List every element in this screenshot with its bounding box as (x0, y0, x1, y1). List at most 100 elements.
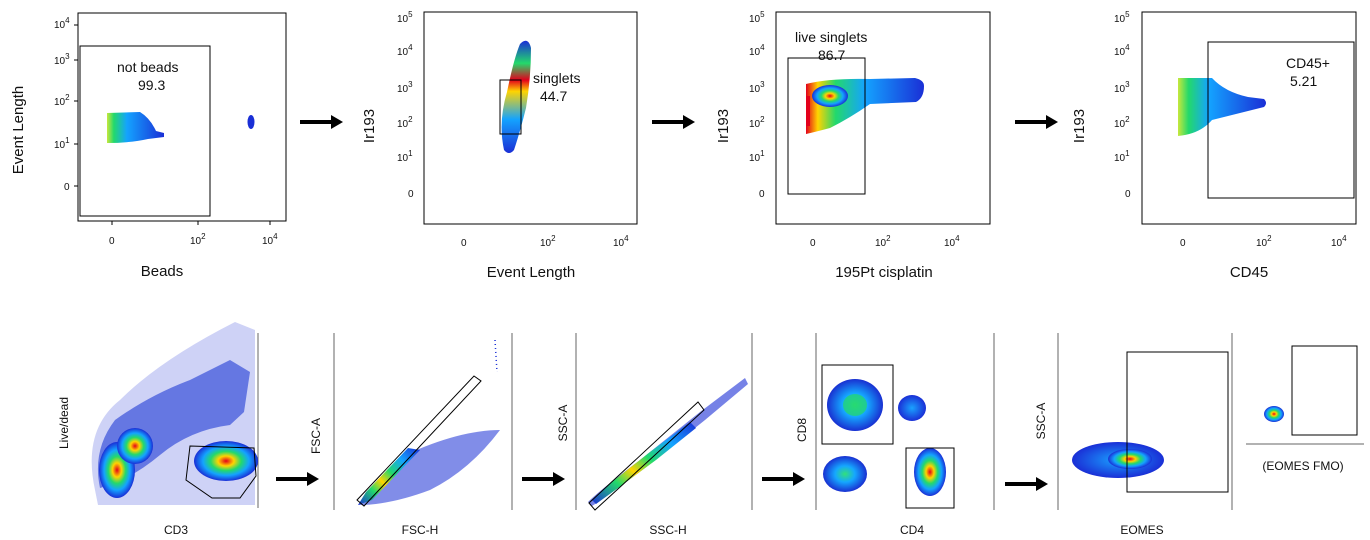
x-tick-1e2: 102 (540, 234, 556, 249)
gate-box (499, 79, 522, 135)
fmo-population (1264, 406, 1284, 422)
panel-10: (EOMES FMO) (1246, 345, 1364, 473)
cd8-core (843, 394, 867, 416)
plot-frame (775, 11, 991, 225)
x-tick-1e2: 102 (1256, 234, 1272, 249)
eomes-population (1108, 449, 1152, 469)
y-axis-title: Ir193 (715, 109, 732, 143)
gate-value: 86.7 (818, 47, 845, 63)
x-axis-title: EOMES (1120, 523, 1163, 537)
dense-population (117, 428, 153, 464)
y-tick-1e1: 101 (1114, 149, 1130, 164)
y-axis-title: CD8 (795, 418, 809, 442)
y-axis-title: Event Length (10, 86, 27, 174)
x-tick-labels: 0 102 104 (109, 232, 278, 247)
y-tick-1e5: 105 (397, 10, 413, 25)
gate-name: not beads (117, 59, 179, 75)
arrow-right-icon (522, 472, 565, 486)
gate-polygon (356, 375, 482, 507)
y-tick-1e1: 101 (54, 136, 70, 151)
x-tick-1e4: 104 (613, 234, 629, 249)
density-peak (812, 85, 848, 107)
panel-2: 105 104 103 102 101 0 0 102 104 singlets… (361, 10, 638, 281)
x-axis-title: Beads (141, 263, 184, 280)
cd4-gate (905, 447, 955, 509)
x-tick-0: 0 (1180, 238, 1186, 249)
x-tick-1e4: 104 (1331, 234, 1347, 249)
y-tick-1e4: 104 (1114, 43, 1130, 58)
gate-value: 44.7 (540, 88, 567, 104)
y-axis-title: SSC-A (556, 405, 570, 442)
y-tick-1e2: 102 (54, 93, 70, 108)
y-tick-1e3: 103 (397, 80, 413, 95)
dense-core (806, 96, 810, 126)
y-tick-1e1: 101 (749, 149, 765, 164)
panel-3: 105 104 103 102 101 0 0 102 104 live sin… (715, 10, 991, 281)
arrow-right-icon (300, 115, 343, 129)
y-axis-title: Ir193 (361, 109, 378, 143)
y-tick-1e2: 102 (1114, 115, 1130, 130)
arrow-right-icon (762, 472, 805, 486)
y-tick-1e4: 104 (397, 43, 413, 58)
y-tick-1e3: 103 (749, 80, 765, 95)
y-tick-labels: 105 104 103 102 101 0 (749, 10, 765, 200)
panel-5: CD3 Live/dead (57, 322, 259, 537)
y-tick-1e2: 102 (397, 115, 413, 130)
arrow-right-icon (652, 115, 695, 129)
cd8-gate (821, 364, 894, 445)
plot-frame (423, 11, 638, 225)
x-axis-title: SSC-H (649, 523, 686, 537)
x-axis-title: FSC-H (402, 523, 439, 537)
y-axis-title: SSC-A (1034, 403, 1048, 440)
x-tick-1e4: 104 (262, 232, 278, 247)
y-tick-1e5: 105 (749, 10, 765, 25)
y-tick-labels: 105 104 103 102 101 0 (397, 10, 414, 200)
panel-6: FSC-H FSC-A (309, 333, 513, 537)
y-axis-title: Ir193 (1071, 109, 1088, 143)
x-tick-1e4: 104 (944, 234, 960, 249)
gate-box (1207, 41, 1355, 199)
singlet-population (501, 40, 531, 153)
gate-name: CD45+ (1286, 55, 1330, 71)
gate-box (1291, 345, 1358, 436)
x-tick-labels: 0 102 104 (461, 234, 629, 249)
double-negative-population (823, 456, 867, 492)
panel-8: CD4 CD8 (795, 333, 995, 537)
gate-value: 99.3 (138, 77, 165, 93)
x-tick-1e2: 102 (875, 234, 891, 249)
cell-population (107, 112, 164, 143)
y-tick-labels: 105 104 103 102 101 0 (1114, 10, 1131, 200)
bead-population (247, 115, 255, 129)
x-tick-0: 0 (461, 238, 467, 249)
x-axis-title: Event Length (487, 264, 575, 281)
arrow-right-icon (276, 472, 319, 486)
y-tick-1e3: 103 (54, 52, 70, 67)
gate-polygon (588, 401, 705, 511)
x-tick-0: 0 (109, 236, 115, 247)
gate-value: 5.21 (1290, 73, 1317, 89)
scatter-trail (494, 339, 498, 373)
x-tick-0: 0 (810, 238, 816, 249)
gate-name: live singlets (795, 29, 867, 45)
y-tick-1e5: 105 (1114, 10, 1130, 25)
gate-polygon (185, 445, 257, 499)
gate-box (787, 57, 866, 195)
x-tick-labels: 0 102 104 (1180, 234, 1347, 249)
panel-1: 104 103 102 101 0 0 102 104 not beads 99… (10, 12, 287, 280)
y-axis-title: Live/dead (57, 397, 71, 449)
y-tick-0: 0 (408, 189, 414, 200)
arrow-right-icon (1015, 115, 1058, 129)
y-tick-1e2: 102 (749, 115, 765, 130)
gate-box (79, 45, 211, 217)
cd3-population (194, 441, 258, 481)
x-axis-title: CD3 (164, 523, 188, 537)
y-tick-labels: 104 103 102 101 0 (54, 16, 70, 193)
y-tick-0: 0 (759, 189, 765, 200)
y-tick-0: 0 (64, 182, 70, 193)
x-tick-labels: 0 102 104 (810, 234, 960, 249)
panel-caption: (EOMES FMO) (1262, 459, 1343, 473)
x-axis-title: CD45 (1230, 264, 1268, 281)
x-axis-title: CD4 (900, 523, 924, 537)
panel-7: SSC-H SSC-A (556, 333, 753, 537)
